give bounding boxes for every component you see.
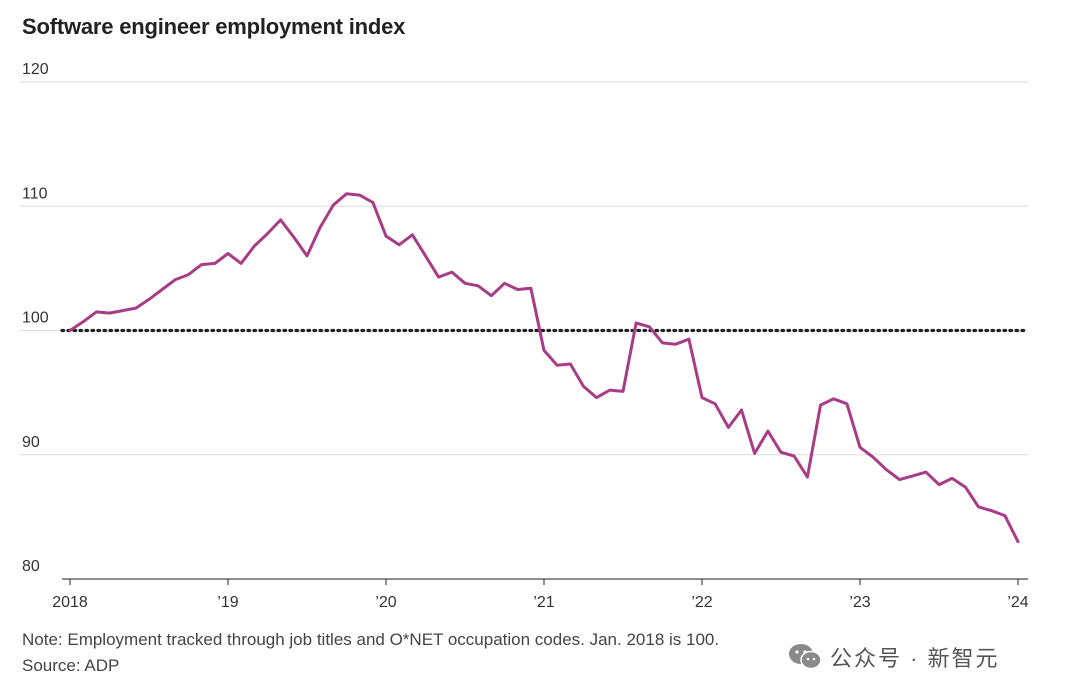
chart-source: Source: ADP <box>22 656 120 675</box>
x-tick-label: ’22 <box>691 594 712 611</box>
x-tick-label: ’20 <box>375 594 396 611</box>
y-tick-label: 100 <box>22 310 49 327</box>
x-tick-label: ’24 <box>1007 594 1028 611</box>
x-tick-label: ’19 <box>217 594 238 611</box>
series-line <box>68 192 1020 544</box>
y-tick-label: 80 <box>22 558 40 575</box>
chart-note: Note: Employment tracked through job tit… <box>22 630 720 649</box>
x-tick-label: ’23 <box>849 594 870 611</box>
wechat-icon <box>789 644 822 670</box>
watermark: 公众号 · 新智元 <box>788 641 1000 673</box>
watermark-text: 公众号 · 新智元 <box>830 646 1000 671</box>
x-tick-label: 2018 <box>52 594 88 611</box>
x-tick-label: ’21 <box>533 594 554 611</box>
chart-title: Software engineer employment index <box>22 14 406 39</box>
y-tick-label: 110 <box>22 185 48 202</box>
y-tick-label: 90 <box>22 434 40 451</box>
y-tick-label: 120 <box>22 61 49 78</box>
